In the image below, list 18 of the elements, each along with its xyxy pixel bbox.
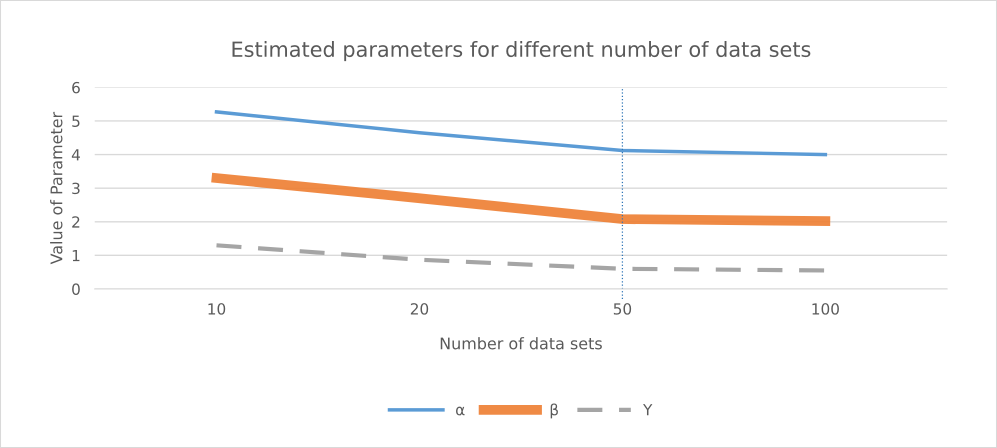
y-axis-title: Value of Parameter <box>50 112 62 264</box>
y-tick-label: 3 <box>72 182 80 194</box>
y-tick-label: 0 <box>72 283 80 295</box>
y-tick-label: 1 <box>72 250 80 262</box>
chart-title: Estimated parameters for different number of data sets <box>232 40 810 62</box>
y-tick-label: 5 <box>72 116 80 127</box>
line-series <box>214 110 828 156</box>
x-tick-label: 50 <box>614 303 632 315</box>
x-axis-title: Number of data sets <box>440 337 602 350</box>
x-tick-label: 20 <box>410 303 428 315</box>
y-tick-label: 4 <box>72 149 80 160</box>
legend-label: Υ <box>643 404 652 416</box>
y-tick-label: 2 <box>72 216 80 228</box>
legend-label: β <box>550 404 558 418</box>
y-tick-label: 6 <box>72 82 80 94</box>
legend-label: α <box>456 406 465 416</box>
x-tick-label: 100 <box>812 303 839 315</box>
x-tick-label: 10 <box>208 303 226 315</box>
